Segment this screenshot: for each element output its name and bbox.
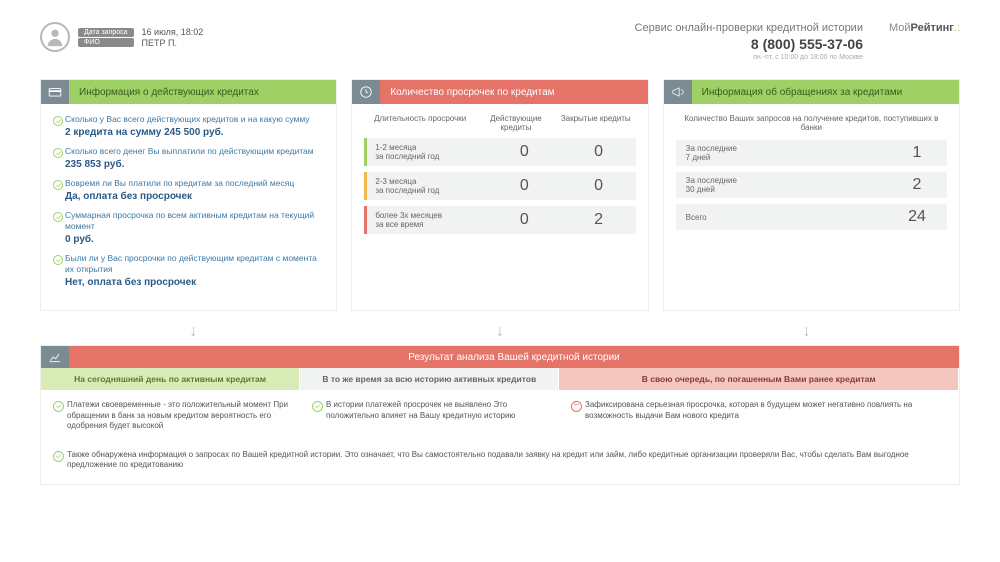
qa-question: Суммарная просрочка по всем активным кре… [53,210,324,232]
service-title: Сервис онлайн-проверки кредитной истории [635,22,863,34]
inq-label: За последние7 дней [686,144,897,162]
panel2-title: Количество просрочек по кредитам [380,80,647,104]
result-col3-text: Зафиксирована серьезная просрочка, котор… [571,400,947,421]
overdue-col1: Длительность просрочки [364,114,476,132]
result-col1-text: Платежи своевременные - это положительны… [53,400,288,431]
overdue-active: 0 [487,172,561,200]
qa-answer: 0 руб. [53,234,324,245]
avatar [40,22,70,52]
qa-question: Были ли у Вас просрочки по действующим к… [53,253,324,275]
name-label: ФИО [78,38,134,47]
qa-question: Вовремя ли Вы платили по кредитам за пос… [53,178,324,189]
overdue-closed: 0 [561,172,635,200]
header: Дата запроса ФИО 16 июля, 18:02 ПЕТР П. … [40,22,960,61]
arrow-down-icon: ↓ [496,323,504,341]
hours: пн.-пт. с 10:00 до 18:00 по Москве [635,54,863,61]
clock-icon [352,80,380,104]
name-value: ПЕТР П. [142,38,204,48]
result-col2-head: В то же время за всю историю активных кр… [300,368,559,390]
qa-answer: Да, оплата без просрочек [53,191,324,202]
inq-value: 2 [897,176,937,194]
inq-value: 24 [897,208,937,226]
result-col3-head: В свою очередь, по погашенным Вами ранее… [559,368,959,390]
result-panel: Результат анализа Вашей кредитной истори… [40,345,960,485]
overdue-col3: Закрытые кредиты [556,114,636,132]
panel3-title: Информация об обращениях за кредитами [692,80,959,104]
arrow-down-icon: ↓ [189,323,197,341]
arrow-down-icon: ↓ [803,323,811,341]
qa-answer: 235 853 руб. [53,159,324,170]
overdue-col2: Действующие кредиты [476,114,556,132]
result-col1-head: На сегодняшний день по активным кредитам [41,368,300,390]
panel-overdue: Количество просрочек по кредитам Длитель… [351,79,648,311]
inq-value: 1 [897,144,937,162]
panel1-title: Информация о действующих кредитах [69,80,336,104]
qa-question: Сколько у Вас всего действующих кредитов… [53,114,324,125]
inq-label: За последние30 дней [686,176,897,194]
overdue-label: 1-2 месяцаза последний год [364,138,487,166]
overdue-active: 0 [487,138,561,166]
overdue-closed: 0 [561,138,635,166]
megaphone-icon [664,80,692,104]
panel-active-credits: Информация о действующих кредитах Скольк… [40,79,337,311]
result-footer: Также обнаружена информация о запросах п… [53,450,947,471]
qa-answer: 2 кредита на сумму 245 500 руб. [53,127,324,138]
logo: МойРейтинг.: [889,22,960,34]
credits-icon [41,80,69,104]
chart-icon [41,346,69,368]
overdue-label: более 3х месяцевза все время [364,206,487,234]
qa-question: Сколько всего денег Вы выплатили по дейс… [53,146,324,157]
date-value: 16 июля, 18:02 [142,27,204,37]
overdue-closed: 2 [561,206,635,234]
phone: 8 (800) 555-37-06 [635,36,863,52]
date-label: Дата запроса [78,28,134,37]
overdue-label: 2-3 месяцаза последний год [364,172,487,200]
overdue-active: 0 [487,206,561,234]
arrows: ↓ ↓ ↓ [40,323,960,341]
result-col2-text: В истории платежей просрочек не выявлено… [312,400,547,421]
inq-caption: Количество Ваших запросов на получение к… [676,114,947,132]
inq-label: Всего [686,213,897,222]
panel-inquiries: Информация об обращениях за кредитами Ко… [663,79,960,311]
qa-answer: Нет, оплата без просрочек [53,277,324,288]
result-title: Результат анализа Вашей кредитной истори… [69,346,959,368]
